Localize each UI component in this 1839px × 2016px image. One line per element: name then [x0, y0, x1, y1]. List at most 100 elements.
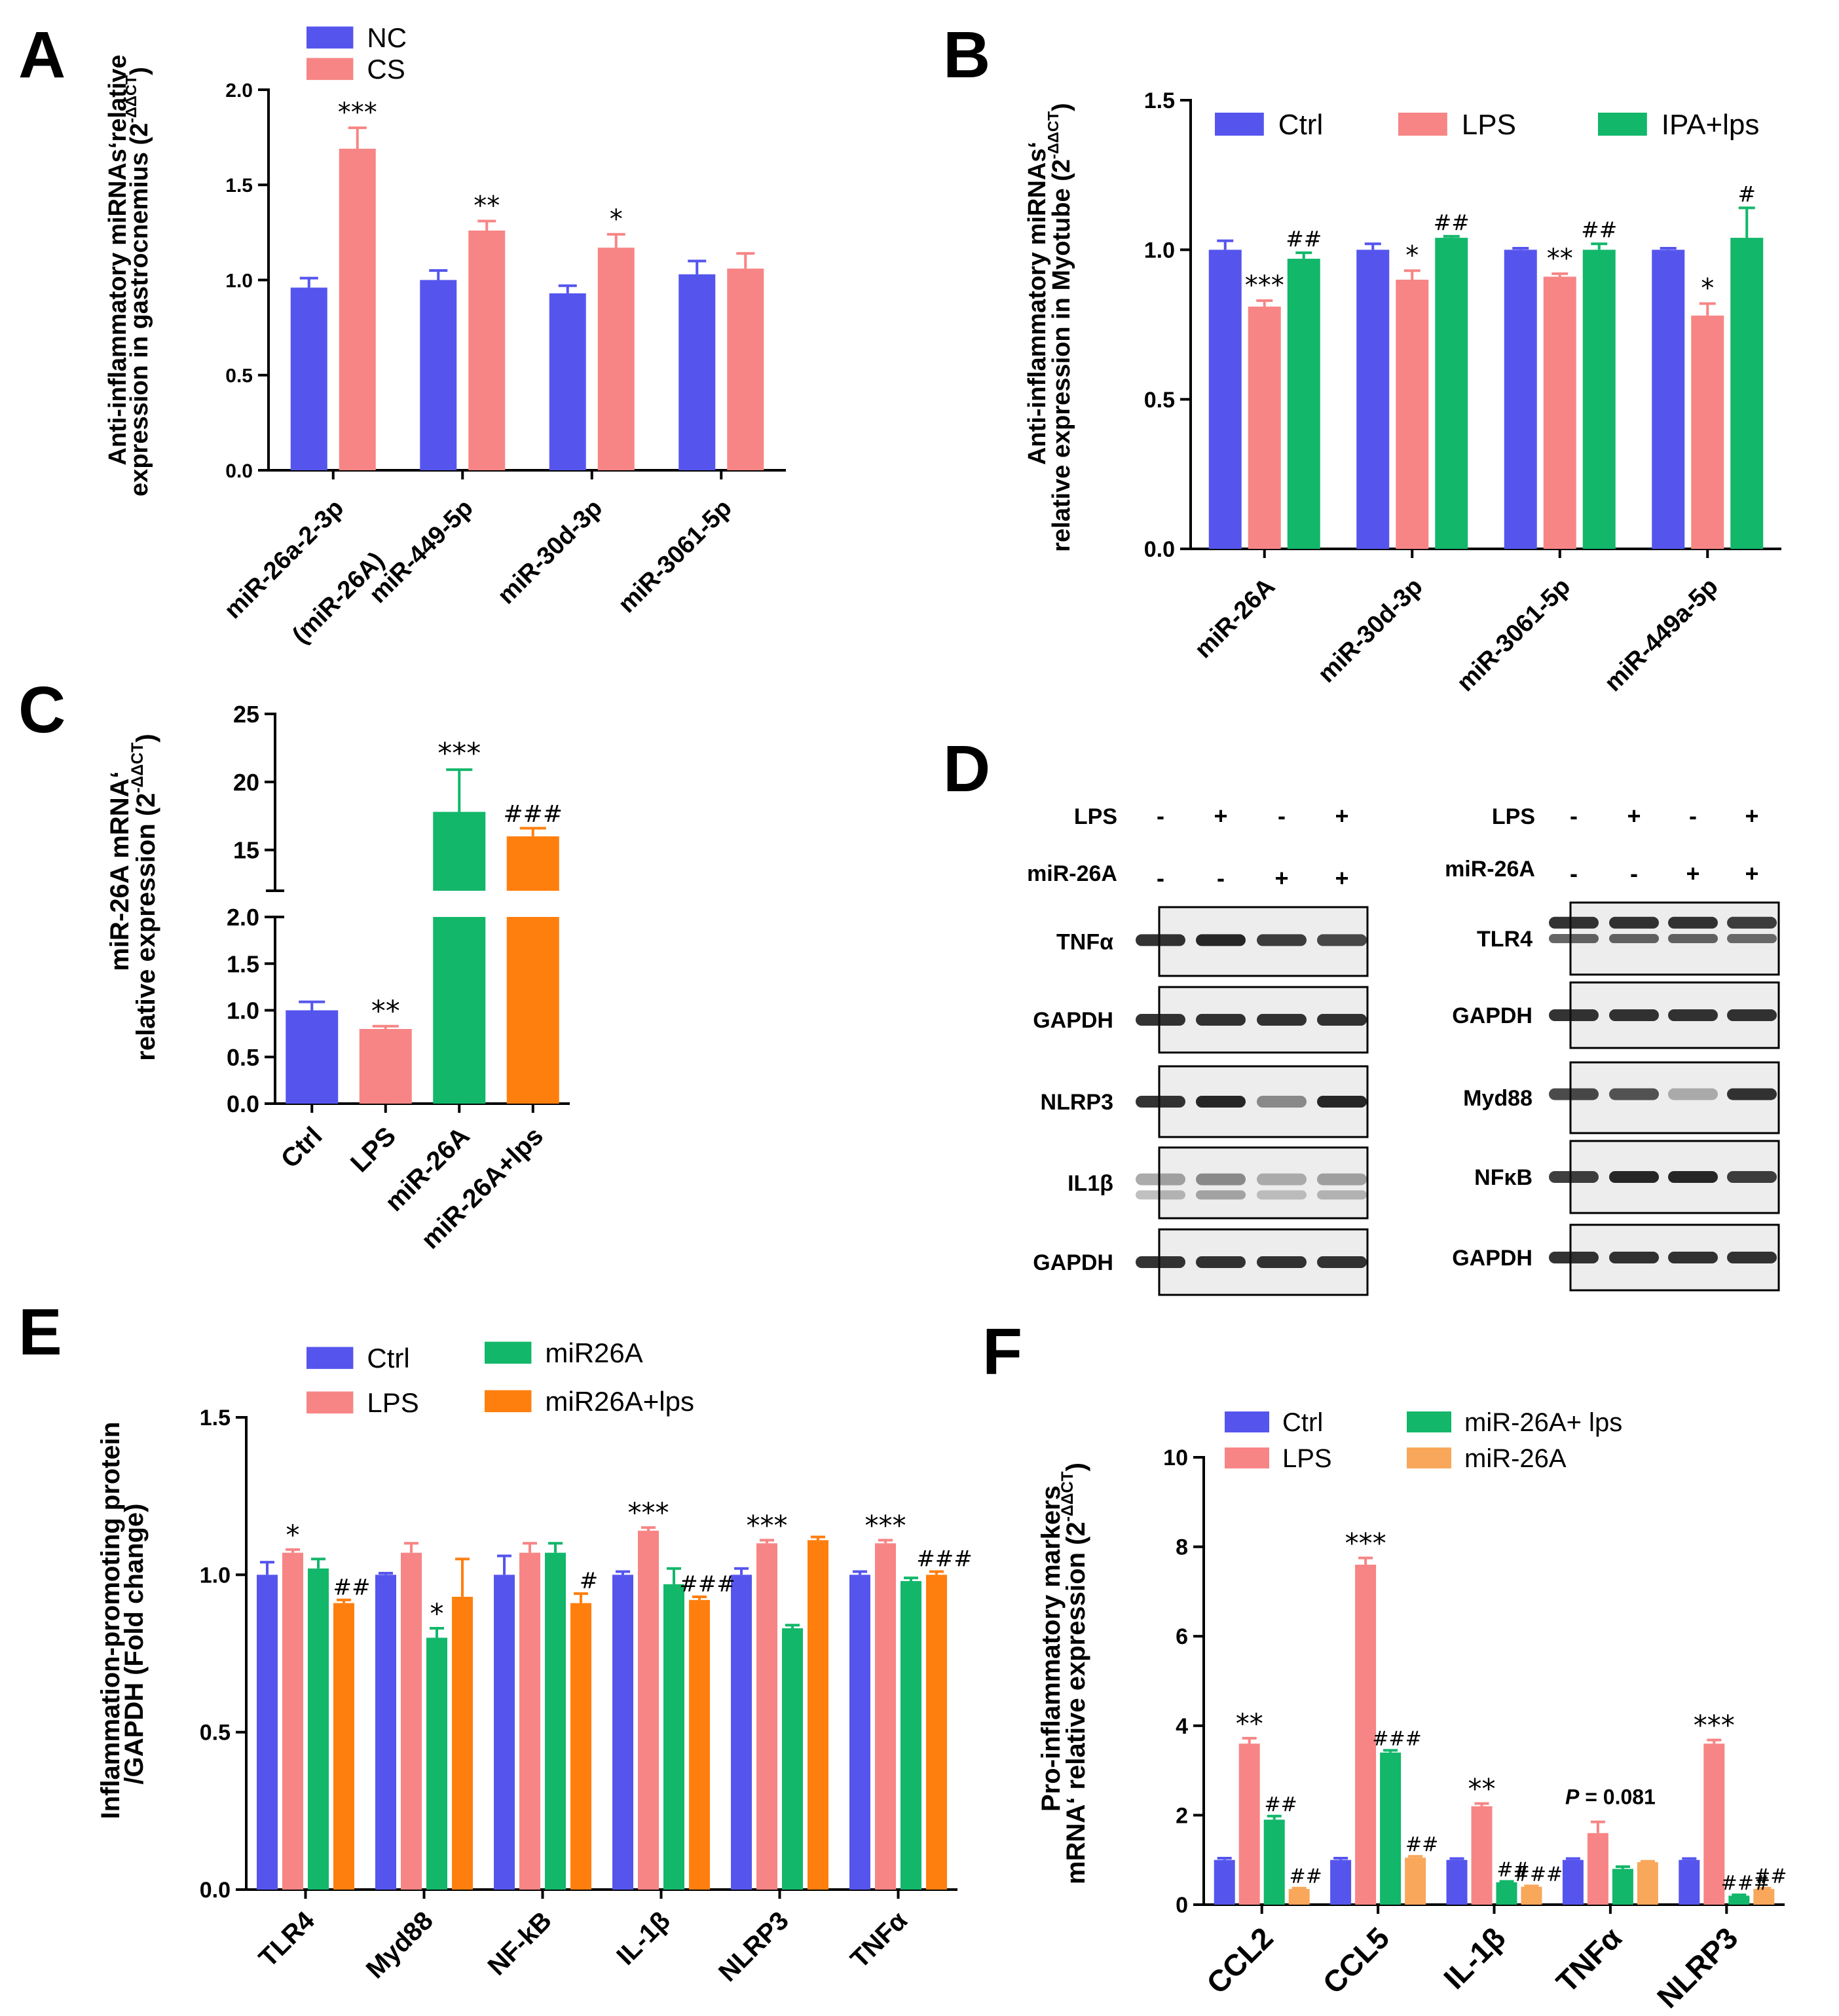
blot-band	[1196, 1096, 1246, 1108]
chart-panel-b: 0.00.51.01.5***##miR-26A*##miR-30d-3p**#…	[1024, 88, 1781, 697]
bar-miR-26A-TNFα	[1637, 1862, 1658, 1905]
x-tick-label: Myd88	[361, 1906, 439, 1984]
panel-letter-f: F	[982, 1315, 1022, 1389]
legend-nc-swatch	[306, 26, 354, 49]
y-axis-title-line2: mRNA‘ relative expression (2-ΔΔCT)	[1059, 1463, 1090, 1884]
lane-sign: -	[1278, 802, 1286, 829]
lane-sign: +	[1335, 865, 1348, 891]
blot-label: TNFα	[1056, 930, 1113, 955]
y-tick-label: 0.0	[200, 1878, 231, 1903]
western-blot-panel-d: LPS miR-26A - - + - - + + + TNFα GAPDH NLRP3 IL1β GAPD…	[1027, 802, 1780, 1296]
sig-label: ***	[437, 737, 481, 770]
bar-Ctrl-Myd88	[375, 1575, 396, 1890]
sig-label: ##	[1581, 217, 1617, 242]
panel-letter-e: E	[18, 1296, 62, 1369]
bar-LPS-TNFα	[1587, 1833, 1608, 1905]
blot-band	[1668, 1171, 1718, 1183]
y-tick-label: 1.5	[225, 175, 253, 196]
blot-band	[1257, 1190, 1307, 1200]
blot-band	[1727, 1009, 1777, 1021]
blot-label: GAPDH	[1033, 1250, 1113, 1275]
bar-LPS-TNFα	[875, 1543, 896, 1890]
bar-lower-miR-26A	[433, 917, 486, 1104]
bar-Ctrl-TLR4	[257, 1575, 278, 1890]
bar-miR26A+lps-TNFα	[926, 1575, 947, 1890]
blot-label: GAPDH	[1033, 1008, 1113, 1033]
blot-label: NFκB	[1474, 1165, 1532, 1190]
x-tick-label: Ctrl	[276, 1121, 328, 1174]
bar-miR26A-NF-kB	[545, 1552, 566, 1890]
treatment-label-lps: LPS	[1074, 804, 1117, 829]
bar-Ctrl-miR-30d-3p	[1356, 250, 1390, 549]
blot-band	[1317, 934, 1367, 946]
lane-sign: -	[1570, 802, 1578, 829]
bar-CS-miR-30d-3p	[597, 248, 635, 470]
bar-NC-miR-26a-2-3p	[290, 288, 327, 470]
blot-band	[1257, 1173, 1307, 1185]
sig-label: ***	[1694, 1709, 1735, 1742]
y-tick-label: 8	[1176, 1535, 1188, 1560]
sig-label: ##	[1754, 1865, 1787, 1888]
x-tick-label: NLRP3	[1650, 1920, 1744, 2014]
y-tick-label: 10	[1163, 1446, 1188, 1470]
y-tick-label: 1.5	[227, 950, 259, 977]
bar-CS-miR-449-5p	[468, 230, 506, 470]
x-tick-label: NLRP3	[713, 1906, 794, 1987]
y-tick-label: 1.5	[200, 1406, 231, 1430]
y-axis-title-line1: Pro-inflammatory markers	[1037, 1485, 1066, 1812]
blot-box	[1158, 1146, 1369, 1220]
bar-LPS-IL-1β	[1471, 1806, 1493, 1905]
blot-band	[1609, 916, 1659, 929]
y-axis-title-line1: Anti-inflammatory miRNAs‘relative	[104, 54, 132, 465]
lane-sign: -	[1630, 860, 1638, 887]
y-tick-label: 0	[1176, 1893, 1188, 1918]
bar-Ctrl-CCL2	[1214, 1859, 1235, 1905]
sig-label: **	[1547, 244, 1573, 274]
legend-ctrl-label: Ctrl	[367, 1343, 409, 1373]
lane-sign: +	[1274, 865, 1288, 891]
blot-band	[1317, 1173, 1367, 1185]
bar-LPS-miR-449a-5p	[1691, 315, 1724, 549]
legend-mir26a-lps-label: miR-26A+ lps	[1464, 1408, 1622, 1437]
blot-band	[1727, 1252, 1777, 1263]
blot-label: GAPDH	[1452, 1246, 1532, 1271]
y-tick-label: 0.5	[225, 365, 253, 387]
sig-label: *	[610, 204, 623, 234]
sig-label: ##	[1496, 1858, 1529, 1881]
blot-band	[1317, 1190, 1367, 1200]
y-tick-label: 0.0	[227, 1091, 259, 1117]
bar-miR26A+lps-NLRP3	[808, 1540, 828, 1890]
bar-Ctrl-NLRP3	[1679, 1859, 1700, 1905]
blot-band	[1668, 1009, 1718, 1021]
blot-band	[1668, 916, 1718, 929]
blot-band	[1196, 1173, 1246, 1185]
legend-mir26a-lps-swatch	[485, 1390, 532, 1413]
blot-band	[1609, 1252, 1659, 1263]
blot-band	[1668, 934, 1718, 943]
sig-label: ###	[1372, 1727, 1421, 1750]
legend-ctrl-label: Ctrl	[1278, 109, 1323, 141]
legend-cs-swatch	[306, 58, 354, 81]
y-tick-label: 0.5	[1144, 388, 1175, 413]
sig-label: ###	[1514, 1863, 1563, 1886]
treatment-label-mir26a: miR-26A	[1027, 861, 1117, 886]
legend-ipa-lps-swatch	[1598, 113, 1647, 136]
legend-lps-label: LPS	[367, 1387, 418, 1418]
sig-label: *	[1701, 274, 1714, 304]
bar-NC-miR-3061-5p	[678, 274, 716, 470]
sig-label: *	[1405, 240, 1419, 271]
bar-LPS-CCL5	[1355, 1564, 1377, 1905]
legend-ctrl-swatch	[1215, 113, 1264, 136]
y-tick-label: 0.5	[227, 1044, 259, 1071]
x-tick-label: miR-3061-5p	[613, 495, 737, 618]
blot-band	[1136, 1014, 1185, 1026]
bar-IPA+lps-miR-30d-3p	[1435, 238, 1468, 549]
sig-label: **	[1236, 1708, 1263, 1740]
legend-lps-swatch	[1398, 113, 1447, 136]
bar-Ctrl-TNFα	[849, 1575, 870, 1890]
sig-label: ***	[865, 1509, 906, 1541]
legend-cs-label: CS	[367, 54, 405, 84]
chart-panel-a: 0.00.51.01.52.0***miR-26a-2-3p**miR-449-…	[104, 22, 786, 649]
blot-band	[1727, 1171, 1777, 1183]
blot-band	[1549, 1252, 1599, 1263]
